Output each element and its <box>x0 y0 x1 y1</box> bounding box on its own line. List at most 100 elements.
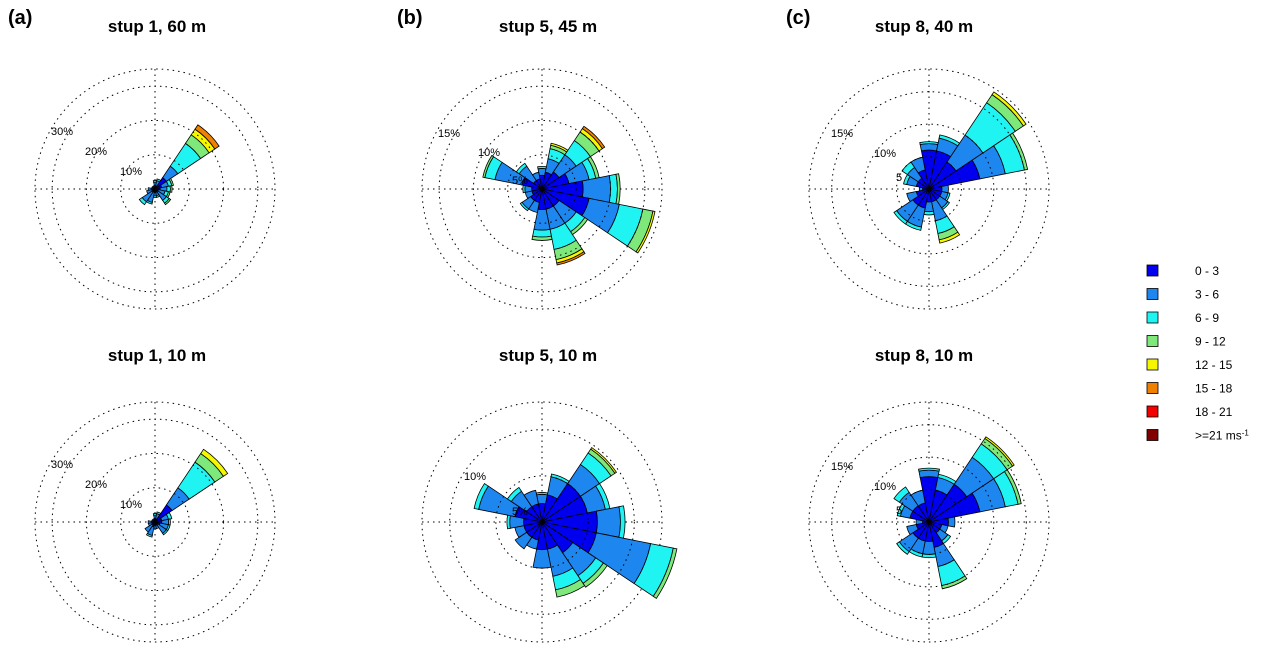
panel-title: stup 8, 40 m <box>875 17 973 36</box>
ring-label: 5% <box>512 506 528 518</box>
ring-label: 15% <box>831 128 853 140</box>
ring-label: 30% <box>51 126 73 138</box>
ring-label: 5 <box>896 172 902 184</box>
rose-segment-45-bin4 <box>590 446 618 474</box>
legend-label-2: 6 - 9 <box>1195 311 1219 325</box>
panel-title: stup 1, 60 m <box>108 17 206 36</box>
outer-ring <box>34 401 276 643</box>
rose-segment-45-bin4 <box>200 448 229 477</box>
ring-10 <box>120 487 190 557</box>
ring-label: 10% <box>874 148 896 160</box>
rose-segment-67.5-bin2 <box>165 511 173 520</box>
legend-unit-superscript: -1 <box>1242 428 1250 437</box>
rose-segment-180-bin2 <box>923 210 935 216</box>
rose-segment-270-bin1 <box>147 520 153 524</box>
wind-rose-6: stup 8, 10 m 510% 15% <box>808 346 1050 643</box>
legend-label-3: 9 - 12 <box>1195 335 1226 349</box>
rose-segment-337.5-bin1 <box>531 171 541 182</box>
panel-title: stup 5, 10 m <box>499 346 597 365</box>
rose-segment-337.5-bin1 <box>910 489 926 507</box>
panel-label: (a) <box>8 7 32 29</box>
legend-swatch-4 <box>1146 358 1159 371</box>
rose-segment-247.5-bin1 <box>906 524 919 536</box>
legend-swatch-5 <box>1146 382 1159 394</box>
rose-segment-315-bin2 <box>893 486 910 503</box>
ring-label: 15% <box>831 461 853 473</box>
ring-label: 5 <box>896 505 902 517</box>
rose-segment-337.5-bin1 <box>910 156 926 174</box>
ring-5 <box>507 154 577 224</box>
rose-segment-0-bin1 <box>919 143 939 152</box>
rose-segment-225-bin2 <box>519 201 530 212</box>
rose-segment-90-bin3 <box>169 185 173 193</box>
legend-label-6: 18 - 21 <box>1195 405 1233 419</box>
rose-segment-112.5-bin4 <box>635 210 656 254</box>
wind-rose-2: (b) stup 5, 45 m 5% 10% 15% <box>397 7 663 310</box>
outer-ring <box>421 401 663 643</box>
ring-10 <box>863 456 995 588</box>
rose-segment-67.5-bin3 <box>1009 132 1029 171</box>
ring-10 <box>472 119 612 259</box>
rose-segment-67.5-bin3 <box>168 177 174 187</box>
ring-label: 10% <box>464 471 486 483</box>
rose-segment-292.5-bin2 <box>473 482 489 510</box>
rose-segment-180-bin1 <box>532 548 552 569</box>
rose-segment-135-bin3 <box>163 197 172 206</box>
rose-segment-270-bin1 <box>147 187 153 191</box>
rose-segment-337.5-bin1 <box>152 185 156 189</box>
rose-segment-0-bin1 <box>918 469 940 478</box>
legend-label-5: 15 - 18 <box>1195 382 1233 396</box>
legend-label-0: 0 - 3 <box>1195 264 1219 278</box>
rose-segment-337.5-bin1 <box>523 489 539 508</box>
rose-segment-180-bin3 <box>531 235 553 241</box>
ring-label: 20% <box>85 479 107 491</box>
rose-segment-45-bin4 <box>984 436 1015 467</box>
rose-segment-315-bin2 <box>506 486 523 503</box>
rose-segment-180-bin2 <box>532 228 552 238</box>
ring-15 <box>438 85 646 293</box>
legend-swatch-1 <box>1146 288 1159 300</box>
rose-segment-337.5-bin1 <box>152 518 156 522</box>
ring-label: 10% <box>120 166 142 178</box>
wind-rose-4: stup 1, 10 m 10% 20% 30% <box>34 346 276 643</box>
rose-segment-157.5-bin4 <box>938 231 961 244</box>
ring-label: 30% <box>51 459 73 471</box>
rose-segment-0-bin2 <box>537 165 547 170</box>
rose-segment-112.5-bin3 <box>652 547 678 599</box>
ring-20 <box>85 452 225 592</box>
rose-segment-247.5-bin1 <box>906 191 919 203</box>
ring-10 <box>863 123 995 255</box>
ring-10 <box>449 429 635 615</box>
rose-segment-157.5-bin5 <box>556 251 586 266</box>
panel-label: (b) <box>397 7 423 29</box>
panel-title: stup 5, 45 m <box>499 17 597 36</box>
rose-segment-45-bin5 <box>581 125 606 150</box>
outer-ring <box>808 401 1050 643</box>
outer-ring <box>421 68 663 310</box>
rose-segment-90-bin1 <box>595 506 621 538</box>
ring-label: 5% <box>512 175 528 187</box>
rose-segment-225-bin2 <box>138 197 147 206</box>
rose-segment-157.5-bin3 <box>555 579 586 598</box>
rose-segment-225-bin1 <box>144 523 154 533</box>
legend-swatch-3 <box>1146 335 1159 347</box>
rose-segment-292.5-bin3 <box>482 154 495 179</box>
ring-30 <box>51 418 259 626</box>
rose-segment-0-bin2 <box>918 467 940 472</box>
outer-ring <box>34 68 276 310</box>
panel-label: (c) <box>786 7 810 29</box>
panel-title: stup 8, 10 m <box>875 346 973 365</box>
legend-label-1: 3 - 6 <box>1195 288 1219 302</box>
rose-segment-225-bin2 <box>893 210 908 225</box>
rose-segment-315-bin2 <box>515 162 528 175</box>
rose-segment-0-bin2 <box>535 492 549 496</box>
rose-segment-135-bin2 <box>162 529 169 536</box>
legend-swatch-6 <box>1146 405 1159 418</box>
legend-swatch-0 <box>1146 264 1159 277</box>
ring-20 <box>85 119 225 259</box>
legend-swatch-7 <box>1146 429 1159 441</box>
rose-segment-67.5-bin3 <box>1003 469 1022 505</box>
ring-15 <box>831 424 1027 620</box>
ring-5 <box>495 475 589 569</box>
